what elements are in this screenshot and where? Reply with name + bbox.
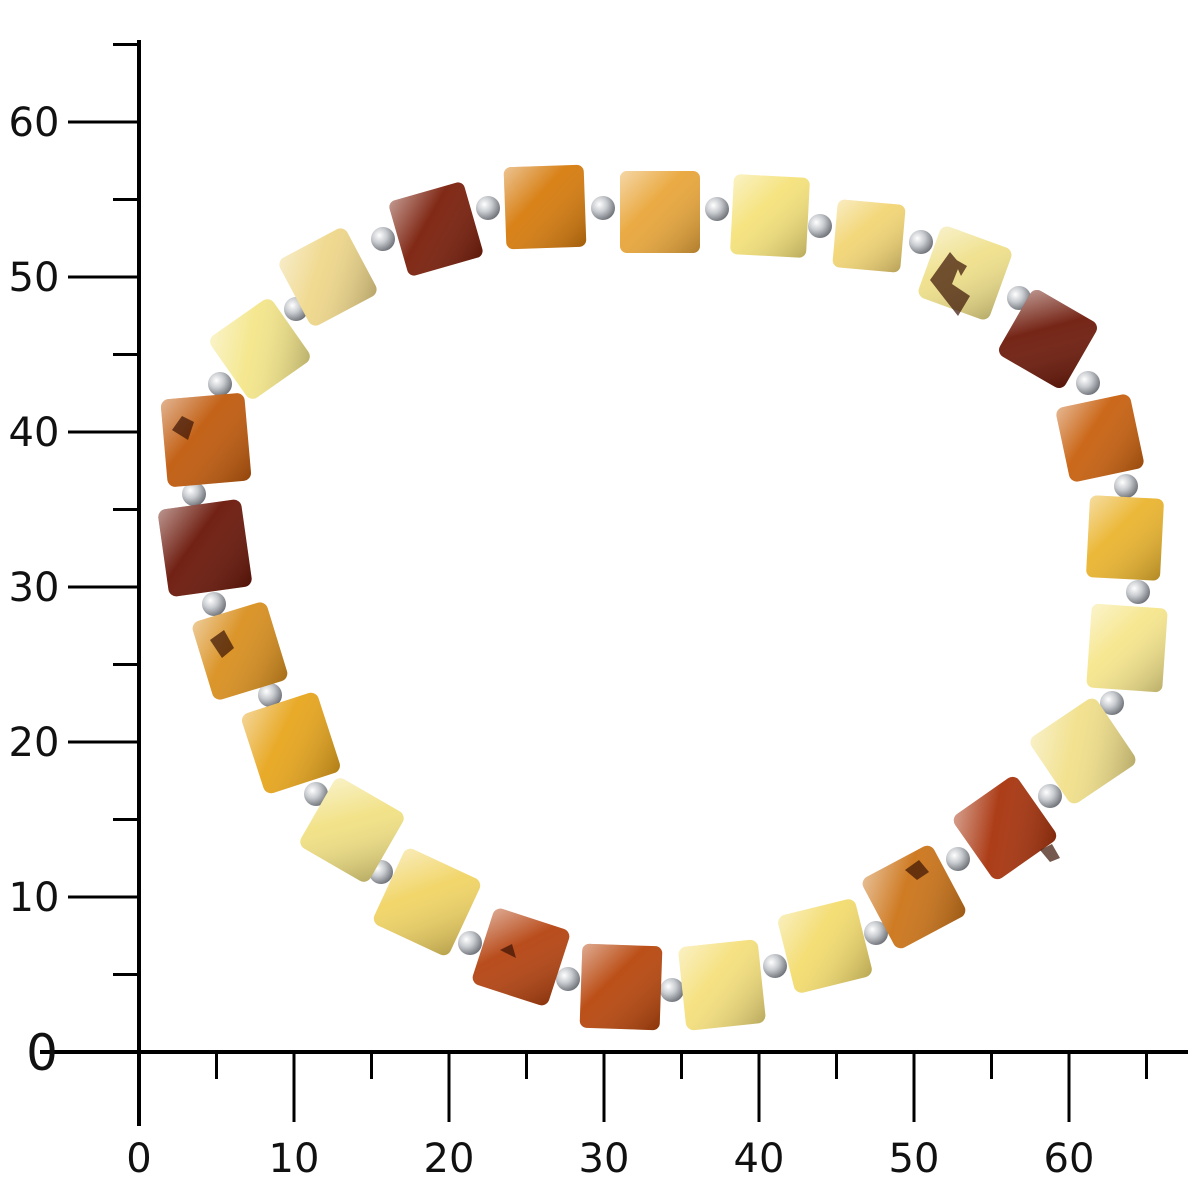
y-tick-label: 60 — [9, 100, 60, 146]
y-tick-label: 10 — [9, 875, 60, 921]
amber-cube-bead — [1086, 603, 1168, 693]
silver-bead — [458, 931, 482, 955]
silver-bead — [182, 482, 206, 506]
silver-bead — [1038, 784, 1062, 808]
amber-cube-bead — [160, 393, 252, 487]
silver-bead — [660, 978, 684, 1002]
x-tick-label: 50 — [889, 1136, 940, 1182]
silver-bead — [208, 372, 232, 396]
silver-bead — [476, 196, 500, 220]
y-axis-tick-labels: 0 10 20 30 40 50 60 — [9, 100, 60, 1082]
silver-bead — [371, 227, 395, 251]
amber-cube-bead — [1086, 495, 1164, 581]
amber-cube-bead — [918, 226, 1012, 320]
measurement-ruler: 0 10 20 30 40 50 60 0 10 20 30 40 50 60 — [9, 40, 1188, 1182]
amber-cube-bead — [242, 692, 340, 794]
amber-inclusions — [172, 252, 1060, 958]
amber-cube-bead — [678, 939, 766, 1031]
amber-cube-bead — [158, 499, 252, 597]
y-tick-label: 30 — [9, 565, 60, 611]
amber-cube-bead — [472, 908, 570, 1006]
silver-bead — [591, 196, 615, 220]
silver-bead — [705, 197, 729, 221]
y-tick-label: 20 — [9, 720, 60, 766]
amber-cube-bead — [953, 776, 1057, 880]
amber-cube-bead — [300, 778, 404, 882]
amber-cube-bead — [999, 290, 1097, 388]
amber-cube-bead — [620, 171, 700, 253]
silver-bead — [1126, 580, 1150, 604]
silver-bead — [1114, 474, 1138, 498]
silver-bead — [202, 592, 226, 616]
x-axis-tick-labels: 0 10 20 30 40 50 60 — [126, 1136, 1094, 1182]
amber-cube-bead — [778, 899, 872, 993]
amber-cube-bead — [192, 602, 288, 700]
amber-bracelet — [158, 164, 1168, 1031]
x-axis-ticks — [215, 1052, 1148, 1122]
x-tick-label: 10 — [269, 1136, 320, 1182]
amber-cube-beads — [158, 164, 1168, 1031]
silver-spacer-beads — [182, 196, 1150, 1002]
silver-bead — [763, 954, 787, 978]
x-tick-label: 0 — [126, 1136, 151, 1182]
amber-cube-bead — [279, 228, 377, 326]
x-tick-label: 20 — [424, 1136, 475, 1182]
x-tick-label: 30 — [579, 1136, 630, 1182]
amber-cube-bead — [389, 182, 483, 276]
y-axis-ticks — [68, 43, 139, 976]
silver-bead — [556, 967, 580, 991]
y-tick-label: 0 — [26, 1024, 58, 1082]
amber-cube-bead — [210, 299, 310, 399]
silver-bead — [864, 921, 888, 945]
silver-bead — [1100, 691, 1124, 715]
silver-bead — [946, 847, 970, 871]
amber-cube-bead — [373, 848, 481, 956]
amber-cube-bead — [1056, 394, 1144, 482]
amber-cube-bead — [730, 174, 810, 258]
amber-cube-bead — [579, 943, 663, 1031]
amber-cube-bead — [503, 164, 587, 250]
silver-bead — [304, 782, 328, 806]
silver-bead — [909, 230, 933, 254]
y-tick-label: 50 — [9, 255, 60, 301]
silver-bead — [1076, 371, 1100, 395]
y-tick-label: 40 — [9, 410, 60, 456]
x-tick-label: 40 — [734, 1136, 785, 1182]
x-tick-label: 60 — [1044, 1136, 1095, 1182]
silver-bead — [808, 214, 832, 238]
amber-cube-bead — [862, 845, 966, 949]
amber-cube-bead — [1030, 698, 1136, 804]
silver-bead — [258, 683, 282, 707]
amber-cube-bead — [832, 199, 906, 273]
